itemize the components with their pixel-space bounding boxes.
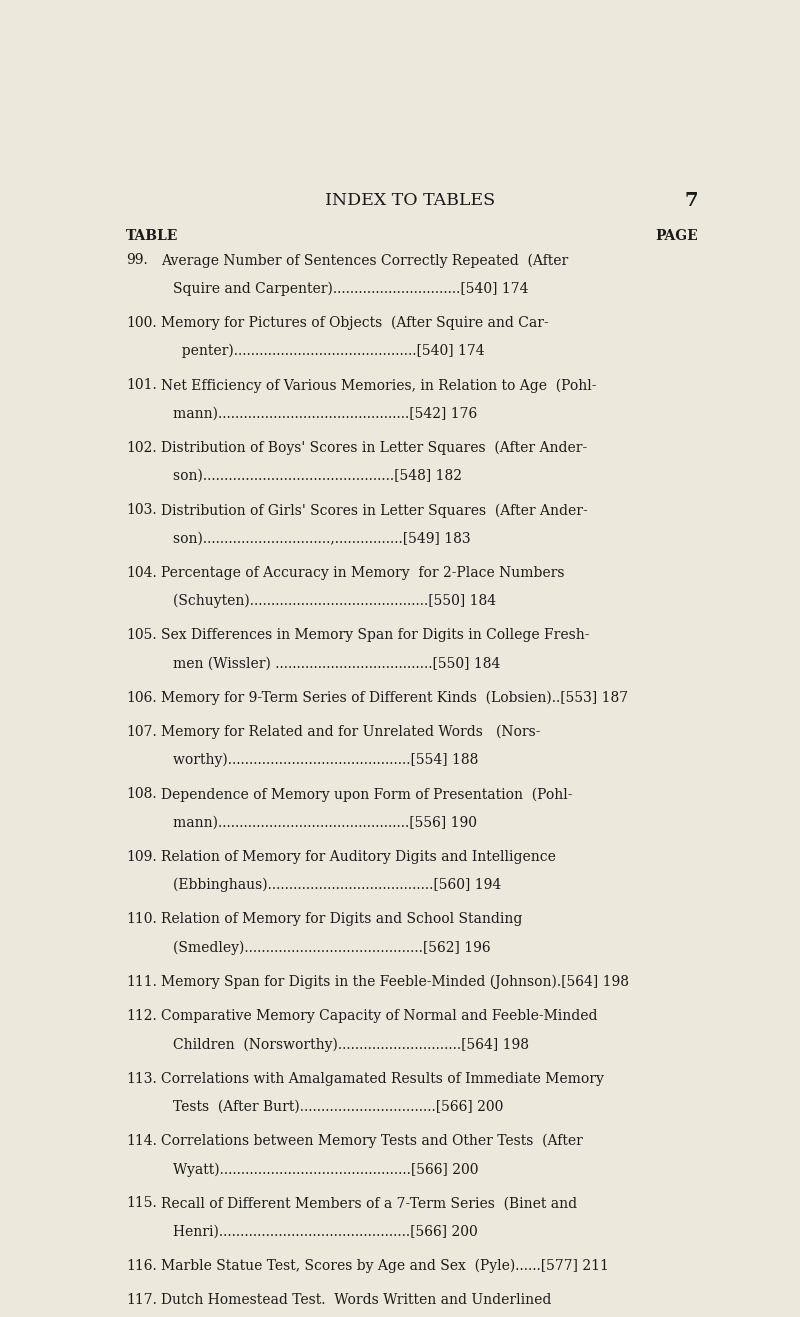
Text: 110.: 110. [126, 913, 157, 926]
Text: Wyatt).............................................[566] 200: Wyatt)..................................… [173, 1162, 478, 1176]
Text: Children  (Norsworthy).............................[564] 198: Children (Norsworthy)...................… [173, 1038, 529, 1052]
Text: Squire and Carpenter)..............................[540] 174: Squire and Carpenter)...................… [173, 282, 529, 296]
Text: Sex Differences in Memory Span for Digits in College Fresh-: Sex Differences in Memory Span for Digit… [161, 628, 590, 643]
Text: 115.: 115. [126, 1196, 157, 1210]
Text: 114.: 114. [126, 1134, 157, 1148]
Text: Distribution of Boys' Scores in Letter Squares  (After Ander-: Distribution of Boys' Scores in Letter S… [161, 441, 587, 456]
Text: Net Efficiency of Various Memories, in Relation to Age  (Pohl-: Net Efficiency of Various Memories, in R… [161, 378, 596, 392]
Text: mann).............................................[542] 176: mann)...................................… [173, 407, 478, 420]
Text: 105.: 105. [126, 628, 157, 643]
Text: 103.: 103. [126, 503, 157, 518]
Text: Distribution of Girls' Scores in Letter Squares  (After Ander-: Distribution of Girls' Scores in Letter … [161, 503, 587, 518]
Text: (Schuyten)..........................................[550] 184: (Schuyten)..............................… [173, 594, 496, 608]
Text: 101.: 101. [126, 378, 157, 392]
Text: 104.: 104. [126, 566, 157, 579]
Text: 99.: 99. [126, 253, 148, 267]
Text: Correlations with Amalgamated Results of Immediate Memory: Correlations with Amalgamated Results of… [161, 1072, 604, 1085]
Text: PAGE: PAGE [655, 229, 698, 244]
Text: Correlations between Memory Tests and Other Tests  (After: Correlations between Memory Tests and Ot… [161, 1134, 582, 1148]
Text: Percentage of Accuracy in Memory  for 2-Place Numbers: Percentage of Accuracy in Memory for 2-P… [161, 566, 564, 579]
Text: worthy)...........................................[554] 188: worthy).................................… [173, 753, 478, 768]
Text: 112.: 112. [126, 1009, 157, 1023]
Text: 107.: 107. [126, 724, 157, 739]
Text: Tests  (After Burt)................................[566] 200: Tests (After Burt)......................… [173, 1100, 503, 1114]
Text: 106.: 106. [126, 690, 157, 705]
Text: (Ebbinghaus).......................................[560] 194: (Ebbinghaus)............................… [173, 878, 502, 893]
Text: Memory for Related and for Unrelated Words   (Nors-: Memory for Related and for Unrelated Wor… [161, 724, 540, 739]
Text: mann).............................................[556] 190: mann)...................................… [173, 815, 477, 830]
Text: 7: 7 [685, 191, 698, 209]
Text: INDEX TO TABLES: INDEX TO TABLES [325, 191, 495, 208]
Text: Comparative Memory Capacity of Normal and Feeble-Minded: Comparative Memory Capacity of Normal an… [161, 1009, 598, 1023]
Text: Recall of Different Members of a 7-Term Series  (Binet and: Recall of Different Members of a 7-Term … [161, 1196, 577, 1210]
Text: 100.: 100. [126, 316, 157, 329]
Text: 113.: 113. [126, 1072, 157, 1085]
Text: 108.: 108. [126, 788, 157, 801]
Text: Dependence of Memory upon Form of Presentation  (Pohl-: Dependence of Memory upon Form of Presen… [161, 788, 572, 802]
Text: Dutch Homestead Test.  Words Written and Underlined: Dutch Homestead Test. Words Written and … [161, 1293, 551, 1308]
Text: men (Wissler) .....................................[550] 184: men (Wissler) ..........................… [173, 656, 501, 670]
Text: Average Number of Sentences Correctly Repeated  (After: Average Number of Sentences Correctly Re… [161, 253, 568, 267]
Text: son).............................................[548] 182: son)....................................… [173, 469, 462, 483]
Text: Relation of Memory for Digits and School Standing: Relation of Memory for Digits and School… [161, 913, 522, 926]
Text: 111.: 111. [126, 975, 157, 989]
Text: 117.: 117. [126, 1293, 157, 1308]
Text: penter)...........................................[540] 174: penter).................................… [173, 344, 485, 358]
Text: Memory Span for Digits in the Feeble-Minded (Johnson).[564] 198: Memory Span for Digits in the Feeble-Min… [161, 975, 629, 989]
Text: Memory for 9-Term Series of Different Kinds  (Lobsien)..[553] 187: Memory for 9-Term Series of Different Ki… [161, 690, 628, 705]
Text: 116.: 116. [126, 1259, 157, 1274]
Text: Relation of Memory for Auditory Digits and Intelligence: Relation of Memory for Auditory Digits a… [161, 849, 556, 864]
Text: Marble Statue Test, Scores by Age and Sex  (Pyle)......[577] 211: Marble Statue Test, Scores by Age and Se… [161, 1259, 609, 1274]
Text: Henri).............................................[566] 200: Henri)..................................… [173, 1225, 478, 1239]
Text: Memory for Pictures of Objects  (After Squire and Car-: Memory for Pictures of Objects (After Sq… [161, 316, 549, 331]
Text: son)..............................,................[549] 183: son)..............................,.....… [173, 532, 470, 545]
Text: 109.: 109. [126, 849, 157, 864]
Text: 102.: 102. [126, 441, 157, 454]
Text: (Smedley)..........................................[562] 196: (Smedley)...............................… [173, 940, 490, 955]
Text: TABLE: TABLE [126, 229, 178, 244]
